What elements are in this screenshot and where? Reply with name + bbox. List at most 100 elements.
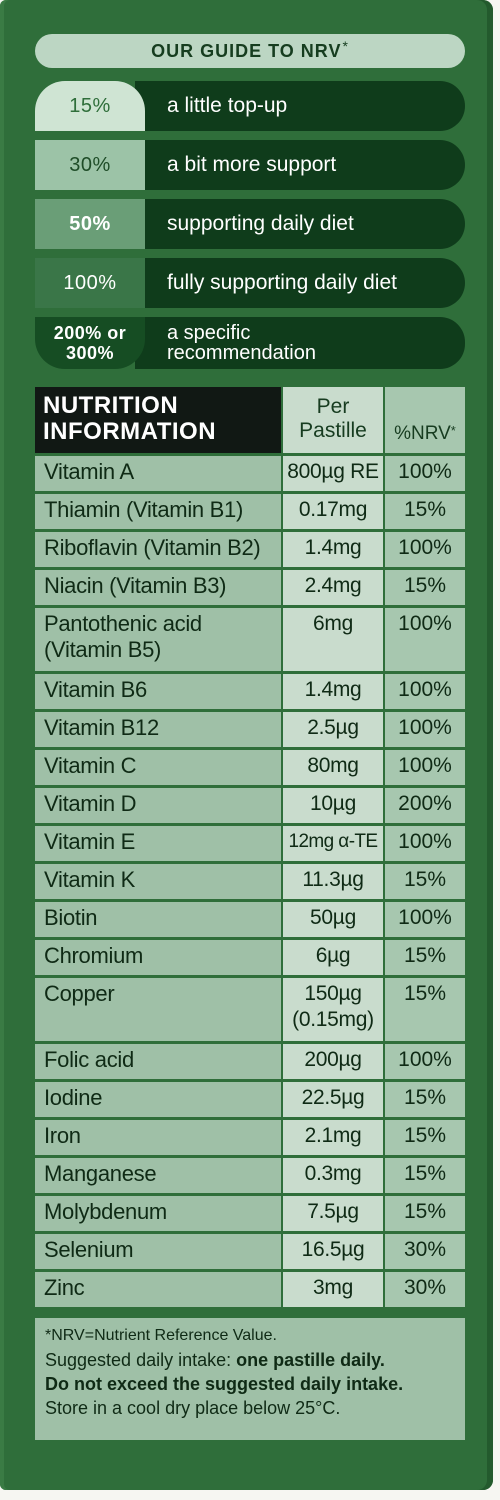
amount-per-pastille: 1.4mg xyxy=(283,674,383,709)
amount-per-pastille: 2.1mg xyxy=(283,1120,383,1155)
nrv-guide-title: OUR GUIDE TO NRV * xyxy=(35,34,465,68)
table-row: Zinc 3mg 30% xyxy=(35,1272,465,1310)
amount-per-pastille: 150µg (0.15mg) xyxy=(283,978,383,1041)
nrv-guide-title-text: OUR GUIDE TO NRV xyxy=(151,40,342,61)
amount-per-pastille: 12mg α-TE xyxy=(283,826,383,861)
nrv-percent: 200% xyxy=(385,788,465,823)
nutrient-name: Chromium xyxy=(35,940,281,975)
header-line: INFORMATION xyxy=(43,418,217,445)
nutrient-name: Biotin xyxy=(35,902,281,937)
nrv-guide-title-star: * xyxy=(342,38,349,54)
nrv-percent: 100% xyxy=(385,532,465,567)
table-row: Thiamin (Vitamin B1) 0.17mg 15% xyxy=(35,494,465,532)
nutrient-name: Vitamin K xyxy=(35,864,281,899)
nrv-guide-percent: 30% xyxy=(35,140,145,190)
nrv-guide-percent: 100% xyxy=(35,258,145,308)
amount-per-pastille: 1.4mg xyxy=(283,532,383,567)
nrv-percent: 15% xyxy=(385,864,465,899)
header-line: Per xyxy=(316,395,350,418)
nutrient-name: Vitamin A xyxy=(35,456,281,491)
nrv-percent: 15% xyxy=(385,570,465,605)
nutrient-name: Vitamin C xyxy=(35,750,281,785)
suggested-intake: Suggested daily intake: one pastille dai… xyxy=(45,1348,465,1372)
nrv-guide-row-15: a little top-up 15% xyxy=(35,81,465,131)
nutrient-name: Vitamin E xyxy=(35,826,281,861)
amount-per-pastille: 7.5µg xyxy=(283,1196,383,1231)
nrv-percent: 100% xyxy=(385,712,465,747)
nrv-guide-row-50: supporting daily diet 50% xyxy=(35,199,465,249)
nrv-guide-row-30: a bit more support 30% xyxy=(35,140,465,190)
nrv-percent: 15% xyxy=(385,1082,465,1117)
table-row: Chromium 6µg 15% xyxy=(35,940,465,978)
nrv-percent: 15% xyxy=(385,1196,465,1231)
header-line: NUTRITION xyxy=(43,392,179,419)
nrv-percent: 100% xyxy=(385,608,465,671)
nutrient-name: Copper xyxy=(35,978,281,1041)
nrv-percent: 100% xyxy=(385,902,465,937)
nrv-percent: 100% xyxy=(385,456,465,491)
header-nrv-text: %NRV xyxy=(394,423,451,444)
header-nrv: %NRV * xyxy=(385,387,465,453)
nrv-guide-row-100: fully supporting daily diet 100% xyxy=(35,258,465,308)
amount-per-pastille: 200µg xyxy=(283,1044,383,1079)
nrv-guide-percent: 50% xyxy=(35,199,145,249)
amount-per-pastille: 11.3µg xyxy=(283,864,383,899)
nrv-percent: 100% xyxy=(385,826,465,861)
header-line: Pastille xyxy=(299,419,367,442)
nutrient-name: Folic acid xyxy=(35,1044,281,1079)
table-row: Vitamin B6 1.4mg 100% xyxy=(35,674,465,712)
nutrient-name: Thiamin (Vitamin B1) xyxy=(35,494,281,529)
table-row: Vitamin B12 2.5µg 100% xyxy=(35,712,465,750)
table-row: Vitamin E 12mg α-TE 100% xyxy=(35,826,465,864)
header-nrv-star: * xyxy=(450,423,456,438)
nrv-percent: 30% xyxy=(385,1272,465,1307)
suggested-intake-amount: one pastille daily. xyxy=(236,1350,385,1370)
amount-line: 150µg xyxy=(304,982,362,1005)
nutrient-name-line: Pantothenic acid xyxy=(44,611,202,636)
amount-per-pastille: 0.3mg xyxy=(283,1158,383,1193)
nrv-guide-label-line: a specific xyxy=(167,322,251,344)
nrv-guide-percent: 200% or 300% xyxy=(35,317,145,369)
header-nutrition-information: NUTRITION INFORMATION xyxy=(35,387,281,453)
table-row: Iron 2.1mg 15% xyxy=(35,1120,465,1158)
nrv-percent: 15% xyxy=(385,978,465,1041)
intake-warning: Do not exceed the suggested daily intake… xyxy=(45,1372,465,1396)
nrv-percent: 100% xyxy=(385,1044,465,1079)
nrv-guide-label: a bit more support xyxy=(135,140,465,190)
table-row: Molybdenum 7.5µg 15% xyxy=(35,1196,465,1234)
nutrient-name-line: (Vitamin B5) xyxy=(44,637,162,662)
nrv-guide-label: supporting daily diet xyxy=(135,199,465,249)
nutrient-name: Molybdenum xyxy=(35,1196,281,1231)
table-row: Copper 150µg (0.15mg) 15% xyxy=(35,978,465,1044)
nrv-percent: 100% xyxy=(385,674,465,709)
nrv-percent: 30% xyxy=(385,1234,465,1269)
amount-per-pastille: 22.5µg xyxy=(283,1082,383,1117)
nrv-percent: 100% xyxy=(385,750,465,785)
intake-warning-text: Do not exceed the suggested daily intake… xyxy=(45,1374,404,1394)
table-row: Biotin 50µg 100% xyxy=(35,902,465,940)
nutrient-name: Iron xyxy=(35,1120,281,1155)
nrv-guide-label: a little top-up xyxy=(135,81,465,131)
nutrition-table: NUTRITION INFORMATION Per Pastille %NRV *… xyxy=(35,387,465,1315)
table-row: Vitamin A 800µg RE 100% xyxy=(35,456,465,494)
amount-per-pastille: 10µg xyxy=(283,788,383,823)
amount-per-pastille: 6µg xyxy=(283,940,383,975)
table-row: Niacin (Vitamin B3) 2.4mg 15% xyxy=(35,570,465,608)
storage-instructions: Store in a cool dry place below 25°C. xyxy=(45,1398,341,1418)
nutrient-name: Niacin (Vitamin B3) xyxy=(35,570,281,605)
nutrient-name: Zinc xyxy=(35,1272,281,1307)
table-row: Vitamin D 10µg 200% xyxy=(35,788,465,826)
amount-per-pastille: 800µg RE xyxy=(283,456,383,491)
table-row: Pantothenic acid (Vitamin B5) 6mg 100% xyxy=(35,608,465,674)
nutrition-table-header: NUTRITION INFORMATION Per Pastille %NRV * xyxy=(35,387,465,453)
nutrient-name: Pantothenic acid (Vitamin B5) xyxy=(35,608,281,671)
header-per-pastille: Per Pastille xyxy=(283,387,383,453)
amount-per-pastille: 2.5µg xyxy=(283,712,383,747)
suggested-intake-prefix: Suggested daily intake: xyxy=(45,1350,237,1370)
table-row: Riboflavin (Vitamin B2) 1.4mg 100% xyxy=(35,532,465,570)
nutrient-name: Vitamin D xyxy=(35,788,281,823)
amount-per-pastille: 50µg xyxy=(283,902,383,937)
nrv-percent: 15% xyxy=(385,1120,465,1155)
nutrition-panel: OUR GUIDE TO NRV * a little top-up 15% a … xyxy=(0,0,493,1490)
nutrient-name: Manganese xyxy=(35,1158,281,1193)
